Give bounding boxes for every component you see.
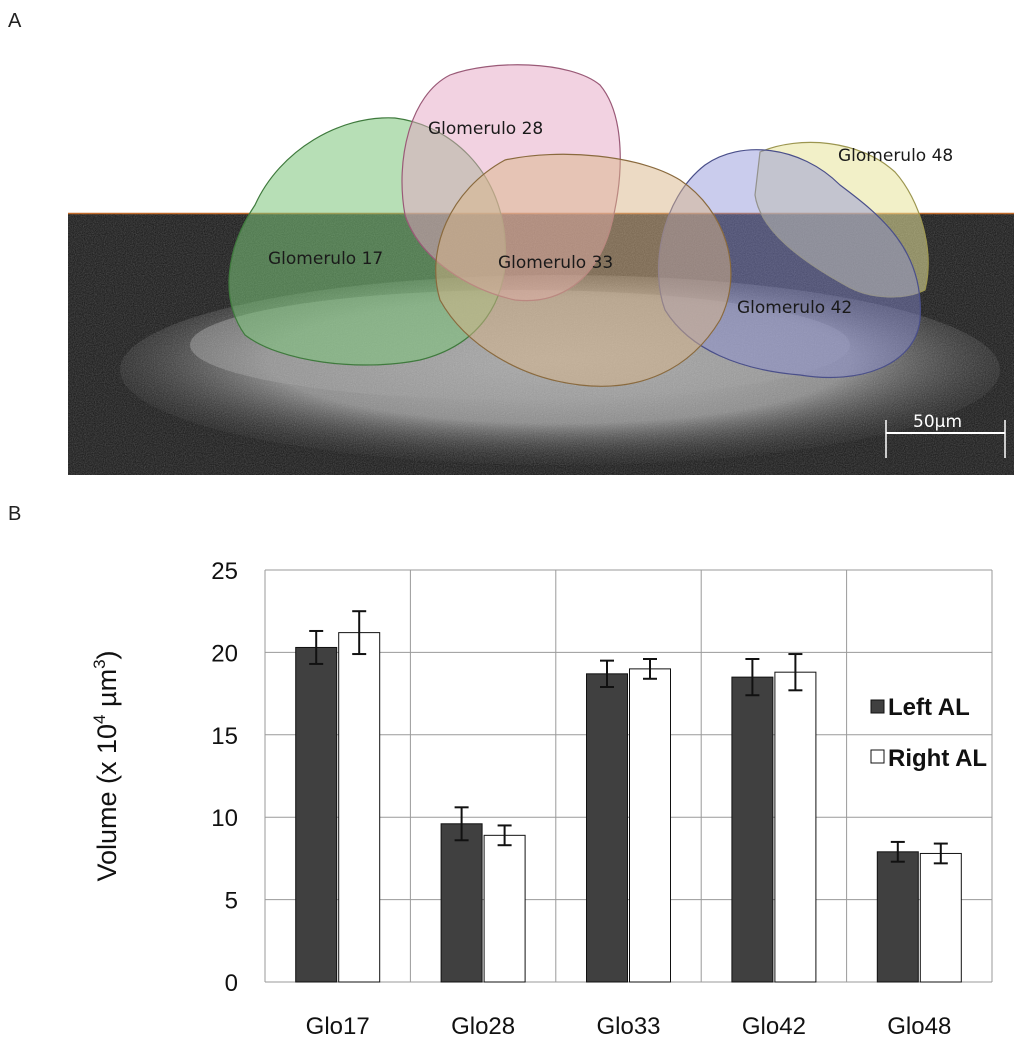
error-bar <box>454 806 469 842</box>
legend-label-left-al: Left AL <box>888 694 970 721</box>
panel-b-label: B <box>8 503 22 525</box>
legend: Left AL Right AL <box>870 694 987 772</box>
y-axis-label-unit-exponent: 3 <box>90 659 109 668</box>
glomerulus-label: Glomerulo 42 <box>737 298 852 318</box>
x-category-label: Glo17 <box>306 1013 370 1040</box>
microscopy-panel: Glomerulo 17 Glomerulo 28 Glomerulo 33 G… <box>68 64 1014 475</box>
error-bar <box>933 842 948 865</box>
error-bar <box>788 653 803 692</box>
bar-right-al-glo33 <box>629 668 671 983</box>
y-axis-label-prefix: Volume (x 10 <box>92 724 122 882</box>
y-axis-label-unit: µm <box>92 669 122 715</box>
glomerulus-48-shape <box>754 141 929 298</box>
glomerulus-label: Glomerulo 48 <box>838 146 953 166</box>
x-category-label: Glo33 <box>596 1013 660 1040</box>
chart-ticks: 0 5 10 15 20 25 Glo17 Glo28 Glo33 Glo42 Glo48 <box>211 558 951 1040</box>
y-tick-label: 15 <box>211 723 238 750</box>
y-axis-label-suffix: ) <box>92 650 122 659</box>
error-bar <box>309 629 324 665</box>
legend-label-right-al: Right AL <box>888 745 987 772</box>
glomerulus-33-shape <box>435 153 732 387</box>
y-tick-label: 25 <box>211 558 238 585</box>
chart-bars <box>295 610 962 983</box>
legend-swatch-left-al <box>870 699 885 714</box>
bar-right-al-glo48 <box>919 852 962 983</box>
glomerulus-label: Glomerulo 17 <box>268 249 383 269</box>
y-tick-label: 0 <box>225 970 238 997</box>
error-bar <box>890 840 905 863</box>
legend-swatch-right-al <box>870 749 885 764</box>
y-tick-label: 5 <box>225 888 238 915</box>
x-category-label: Glo48 <box>887 1013 951 1040</box>
y-axis-label-exponent: 4 <box>90 714 109 723</box>
error-bar <box>643 657 657 680</box>
bar-right-al-glo42 <box>774 671 817 983</box>
bar-chart: 0 5 10 15 20 25 Glo17 Glo28 Glo33 Glo42 Glo48 Volu… <box>90 558 993 1040</box>
bar-left-al-glo48 <box>876 851 919 983</box>
scale-bar-label: 50µm <box>913 412 962 432</box>
bar-left-al-glo28 <box>440 823 483 983</box>
y-tick-label: 20 <box>211 640 238 667</box>
scale-bar: 50µm <box>885 412 1006 458</box>
error-bar <box>600 659 614 689</box>
bar-left-al-glo17 <box>295 646 338 983</box>
bar-right-al-glo17 <box>338 632 381 983</box>
x-category-label: Glo28 <box>451 1013 515 1040</box>
y-tick-label: 10 <box>211 805 238 832</box>
glomerulus-label: Glomerulo 28 <box>428 119 543 139</box>
error-bar <box>745 657 760 697</box>
bar-right-al-glo28 <box>483 834 526 983</box>
x-category-label: Glo42 <box>742 1013 806 1040</box>
error-bar <box>352 610 367 656</box>
error-bar <box>497 824 512 847</box>
panel-a-label: A <box>8 10 22 32</box>
chart-grid <box>264 569 993 983</box>
bar-left-al-glo33 <box>586 673 628 983</box>
y-axis-label: Volume (x 104 µm3) <box>90 650 122 881</box>
bar-left-al-glo42 <box>731 676 774 983</box>
glomerulus-label: Glomerulo 33 <box>498 253 613 273</box>
